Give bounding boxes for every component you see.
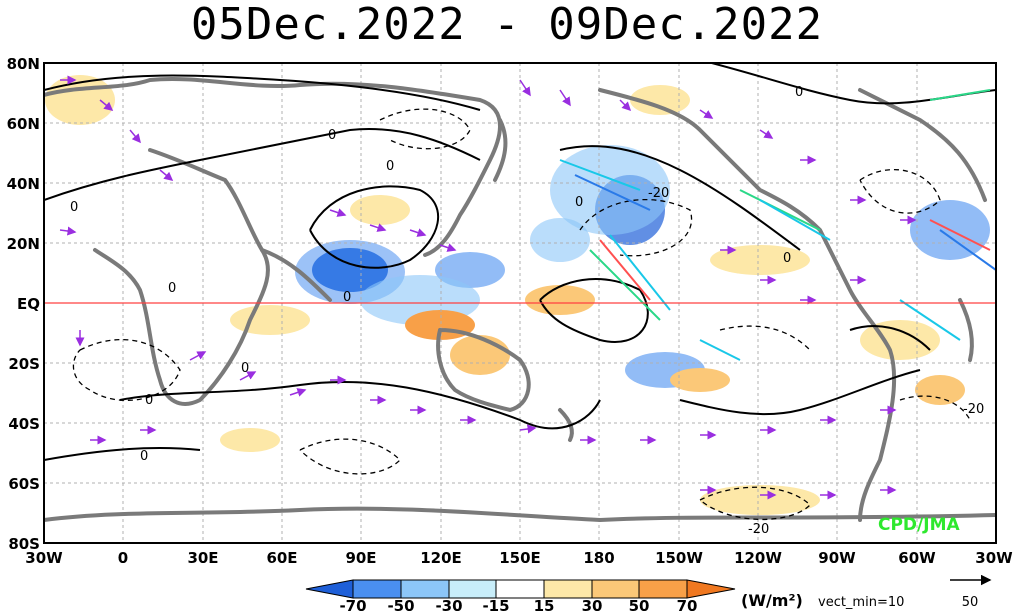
- coastlines: [44, 76, 996, 522]
- reference-vector-label: 50: [962, 595, 979, 610]
- contour-label: -20: [963, 402, 984, 417]
- colorbar-tick: 70: [677, 597, 698, 612]
- credit-label: CPD/JMA: [878, 515, 960, 535]
- latitude-labels: 80N 60N 40N 20N EQ 20S 40S 60S 80S: [7, 55, 40, 553]
- colorbar-swatch: [495, 579, 545, 599]
- lon-label: 30W: [25, 549, 63, 567]
- lat-label: EQ: [17, 295, 40, 313]
- stream-contours: [44, 63, 996, 461]
- contour-label: 0: [168, 281, 176, 296]
- lon-label: 120W: [734, 549, 782, 567]
- colorbar-swatch: [352, 579, 402, 599]
- lon-label: 90W: [818, 549, 856, 567]
- vector-min-note: vect_min=10: [818, 595, 904, 610]
- contour-label: 0: [328, 128, 336, 143]
- contour-label: 0: [140, 449, 148, 464]
- colorbar-swatch: [400, 579, 450, 599]
- contour-labels: 0 0 0 0 0 0 0 0 -20 0 0 -20 -20 0: [70, 85, 984, 537]
- colorbar-swatch: [448, 579, 497, 599]
- lon-label: 90E: [345, 549, 376, 567]
- lat-label: 20S: [8, 355, 40, 373]
- map-title: 05Dec.2022 - 09Dec.2022: [190, 0, 824, 50]
- lon-label: 150E: [499, 549, 541, 567]
- colorbar-tick: -15: [482, 597, 509, 612]
- contour-label: 0: [386, 159, 394, 174]
- dashed-contours: [72, 108, 971, 521]
- contour-label: 0: [145, 393, 153, 408]
- contour-label: -20: [748, 522, 769, 537]
- longitude-labels: 30W 0 30E 60E 90E 120E 150E 180 150W 120…: [25, 549, 1013, 567]
- contour-label: 0: [575, 195, 583, 210]
- contour-label: 0: [241, 361, 249, 376]
- contour-label: -20: [648, 186, 669, 201]
- map-frame: [43, 62, 997, 544]
- colorbar-tick: -50: [387, 597, 414, 612]
- lon-label: 0: [118, 549, 128, 567]
- contour-label: 0: [795, 85, 803, 100]
- colorbar-tick: 15: [534, 597, 555, 612]
- lon-label: 120E: [420, 549, 462, 567]
- colorbar-tick: -70: [339, 597, 366, 612]
- contour-label: 0: [70, 200, 78, 215]
- lat-label: 60N: [7, 115, 40, 133]
- lon-label: 60W: [898, 549, 936, 567]
- lat-label: 80N: [7, 55, 40, 73]
- lat-label: 40N: [7, 175, 40, 193]
- colorbar-swatch: [591, 579, 640, 599]
- colorbar-swatch: [686, 579, 736, 599]
- lon-label: 30W: [975, 549, 1013, 567]
- lat-label: 60S: [8, 475, 40, 493]
- colored-vectors: [559, 89, 996, 361]
- colorbar: -70 -50 -30 -15 15 30 50 70: [305, 579, 736, 612]
- colorbar-tick: 30: [582, 597, 603, 612]
- lat-label: 20N: [7, 235, 40, 253]
- lon-label: 30E: [187, 549, 218, 567]
- lat-label: 80S: [8, 535, 40, 553]
- colorbar-tick: 50: [629, 597, 650, 612]
- contour-label: 0: [783, 251, 791, 266]
- colorbar-unit: (W/m²): [741, 591, 803, 610]
- lat-label: 40S: [8, 415, 40, 433]
- colorbar-swatch: [638, 579, 688, 599]
- colorbar-swatch: [305, 579, 354, 599]
- contour-label: 0: [343, 290, 351, 305]
- wave-flux-vectors: [59, 75, 917, 500]
- lon-label: 180: [583, 549, 614, 567]
- lon-label: 60E: [266, 549, 297, 567]
- lon-label: 150W: [655, 549, 703, 567]
- colorbar-tick: -30: [435, 597, 462, 612]
- anomaly-shading: [45, 75, 990, 515]
- colorbar-swatch: [543, 579, 593, 599]
